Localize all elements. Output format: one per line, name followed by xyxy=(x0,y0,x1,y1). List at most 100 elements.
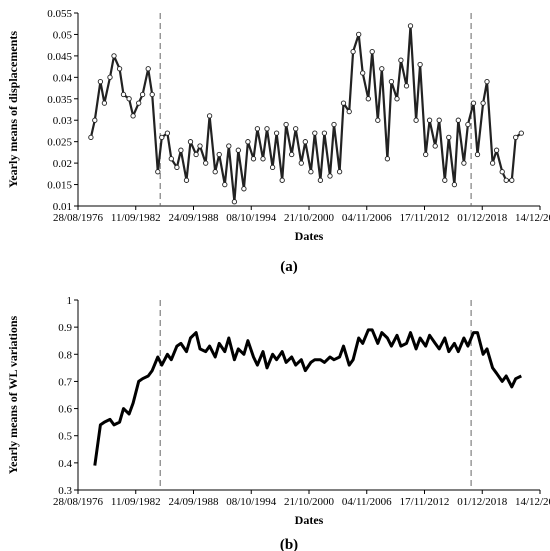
p1-data-point xyxy=(235,147,241,153)
p1-data-point xyxy=(283,121,289,128)
p1-data-point xyxy=(264,126,270,132)
p2-y-tick-label: 0.5 xyxy=(58,431,72,443)
p1-data-point xyxy=(503,177,509,183)
p1-data-point xyxy=(260,156,266,162)
p2-x-tick-label: 28/08/1976 xyxy=(53,496,104,508)
p1-data-point xyxy=(426,117,433,123)
p2-y-tick-label: 0.4 xyxy=(58,458,72,470)
p1-data-point xyxy=(331,121,337,128)
p1-data-point xyxy=(375,117,381,123)
p2-x-tick-label: 11/09/1982 xyxy=(111,496,161,508)
p1-y-tick-label: 0.035 xyxy=(47,94,72,106)
p1-data-point xyxy=(136,100,142,106)
p1-data-point xyxy=(384,156,391,162)
p1-data-point xyxy=(178,147,184,153)
p1-data-point xyxy=(120,91,127,98)
p1-data-point xyxy=(379,66,385,72)
p1-data-point xyxy=(470,100,477,106)
p1-x-tick-label: 01/12/2018 xyxy=(457,212,508,224)
p1-data-point xyxy=(216,151,222,158)
p1-data-point xyxy=(308,169,314,175)
p1-x-axis-label: Dates xyxy=(295,229,324,243)
p1-y-tick-label: 0.055 xyxy=(47,8,72,20)
p2-x-tick-label: 21/10/2000 xyxy=(284,496,335,508)
p2-y-tick-label: 0.6 xyxy=(58,404,72,416)
p1-data-point xyxy=(480,100,486,106)
p1-data-point xyxy=(111,53,117,59)
p2-y-axis-label: Yearly means of WL variations xyxy=(6,315,20,474)
p1-y-tick-label: 0.045 xyxy=(47,51,72,63)
p1-data-point xyxy=(455,117,461,123)
p1-data-point xyxy=(461,160,467,166)
p1-data-point xyxy=(403,83,410,89)
p2-series-line xyxy=(93,328,522,466)
p1-y-tick-label: 0.03 xyxy=(53,115,73,127)
p1-data-point xyxy=(289,151,295,158)
p1-data-point xyxy=(101,100,108,106)
p1-data-point xyxy=(499,169,505,175)
p2-x-tick-label: 17/11/2012 xyxy=(400,496,450,508)
p1-data-point xyxy=(293,126,299,132)
p1-y-tick-label: 0.025 xyxy=(47,137,72,149)
p1-x-tick-label: 04/11/2006 xyxy=(342,212,392,224)
p1-data-point xyxy=(394,96,400,102)
p1-data-point xyxy=(183,177,190,183)
p1-x-tick-label: 28/08/1976 xyxy=(53,212,104,224)
p1-data-point xyxy=(250,156,257,162)
p1-data-point xyxy=(139,91,146,98)
p1-data-point xyxy=(97,78,104,85)
p1-data-point xyxy=(145,66,151,72)
p1-data-point xyxy=(298,160,304,166)
p1-data-point xyxy=(465,121,471,128)
p1-y-axis-label: Yearly means of displacements xyxy=(6,31,20,188)
p1-data-point xyxy=(518,130,524,136)
p2-y-tick-label: 1 xyxy=(67,295,73,307)
p2-x-tick-label: 04/11/2006 xyxy=(342,496,392,508)
p1-data-point xyxy=(474,151,481,158)
p1-data-point xyxy=(451,181,458,188)
p1-series-line xyxy=(89,24,522,203)
p1-data-point xyxy=(317,177,324,183)
p1-data-point xyxy=(417,61,423,68)
p1-data-point xyxy=(168,156,174,162)
p1-data-point xyxy=(484,78,490,85)
p1-data-point xyxy=(107,74,113,80)
p1-y-tick-label: 0.02 xyxy=(53,158,72,170)
p1-data-point xyxy=(92,117,98,123)
p2-y-tick-label: 0.9 xyxy=(58,322,72,334)
p1-data-point xyxy=(413,117,419,123)
p1-data-point xyxy=(350,48,356,55)
p1-data-point xyxy=(245,139,251,145)
p1-data-point xyxy=(159,134,165,141)
p1-data-point xyxy=(273,130,280,136)
p1-x-tick-label: 11/09/1982 xyxy=(111,212,161,224)
p1-data-point xyxy=(197,143,203,149)
p2-x-tick-label: 24/09/1988 xyxy=(168,496,219,508)
p1-data-point xyxy=(442,177,448,183)
p2-y-tick-label: 0.8 xyxy=(58,349,72,361)
p1-data-point xyxy=(241,186,247,192)
p1-data-point xyxy=(432,143,438,149)
p1-data-point xyxy=(279,177,285,183)
p2-x-tick-label: 08/10/1994 xyxy=(226,496,277,508)
p1-data-point xyxy=(226,143,232,149)
p1-y-tick-label: 0.01 xyxy=(53,201,72,213)
p1-data-point xyxy=(174,164,180,171)
p1-data-point xyxy=(212,169,218,175)
p1-x-tick-label: 21/10/2000 xyxy=(284,212,335,224)
p1-data-point xyxy=(193,151,199,158)
p1-data-point xyxy=(398,57,404,63)
p1-data-point xyxy=(356,31,362,38)
p1-data-point xyxy=(321,130,328,136)
p1-data-point xyxy=(336,169,343,175)
p1-data-point xyxy=(302,139,308,145)
p1-x-tick-label: 24/09/1988 xyxy=(168,212,219,224)
p2-x-tick-label: 01/12/2018 xyxy=(457,496,508,508)
p1-y-tick-label: 0.04 xyxy=(53,72,73,84)
p1-data-point xyxy=(346,108,352,115)
p1-data-point xyxy=(187,139,194,145)
p1-data-point xyxy=(155,169,161,175)
p1-data-point xyxy=(365,96,371,102)
p1-data-point xyxy=(206,113,213,119)
